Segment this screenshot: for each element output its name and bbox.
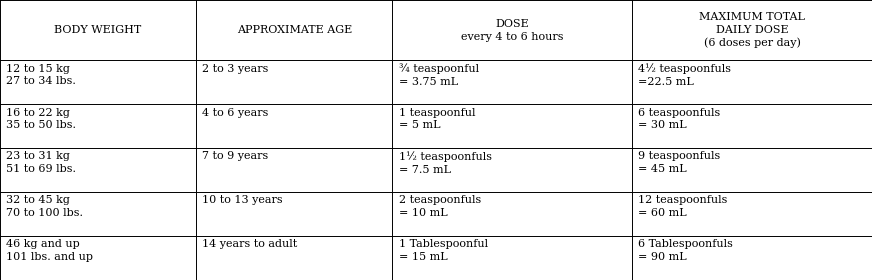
Text: 4 to 6 years: 4 to 6 years bbox=[202, 108, 269, 118]
Text: 6 teaspoonfuls
= 30 mL: 6 teaspoonfuls = 30 mL bbox=[638, 108, 720, 130]
Text: 7 to 9 years: 7 to 9 years bbox=[202, 151, 269, 162]
Text: APPROXIMATE AGE: APPROXIMATE AGE bbox=[236, 25, 352, 35]
Text: 10 to 13 years: 10 to 13 years bbox=[202, 195, 283, 206]
Text: 46 kg and up
101 lbs. and up: 46 kg and up 101 lbs. and up bbox=[6, 239, 93, 262]
Text: ¾ teaspoonful
= 3.75 mL: ¾ teaspoonful = 3.75 mL bbox=[399, 64, 479, 87]
Text: 1 teaspoonful
= 5 mL: 1 teaspoonful = 5 mL bbox=[399, 108, 475, 130]
Text: 9 teaspoonfuls
= 45 mL: 9 teaspoonfuls = 45 mL bbox=[638, 151, 720, 174]
Text: BODY WEIGHT: BODY WEIGHT bbox=[54, 25, 142, 35]
Text: 6 Tablespoonfuls
= 90 mL: 6 Tablespoonfuls = 90 mL bbox=[638, 239, 733, 262]
Text: 16 to 22 kg
35 to 50 lbs.: 16 to 22 kg 35 to 50 lbs. bbox=[6, 108, 76, 130]
Text: 12 teaspoonfuls
= 60 mL: 12 teaspoonfuls = 60 mL bbox=[638, 195, 727, 218]
Text: 32 to 45 kg
70 to 100 lbs.: 32 to 45 kg 70 to 100 lbs. bbox=[6, 195, 83, 218]
Text: DOSE
every 4 to 6 hours: DOSE every 4 to 6 hours bbox=[461, 19, 563, 41]
Text: 4½ teaspoonfuls
=22.5 mL: 4½ teaspoonfuls =22.5 mL bbox=[638, 64, 732, 87]
Text: 1 Tablespoonful
= 15 mL: 1 Tablespoonful = 15 mL bbox=[399, 239, 487, 262]
Text: 1½ teaspoonfuls
= 7.5 mL: 1½ teaspoonfuls = 7.5 mL bbox=[399, 151, 492, 175]
Text: 12 to 15 kg
27 to 34 lbs.: 12 to 15 kg 27 to 34 lbs. bbox=[6, 64, 76, 86]
Text: 14 years to adult: 14 years to adult bbox=[202, 239, 297, 249]
Text: MAXIMUM TOTAL
DAILY DOSE
(6 doses per day): MAXIMUM TOTAL DAILY DOSE (6 doses per da… bbox=[699, 12, 805, 48]
Text: 23 to 31 kg
51 to 69 lbs.: 23 to 31 kg 51 to 69 lbs. bbox=[6, 151, 76, 174]
Text: 2 teaspoonfuls
= 10 mL: 2 teaspoonfuls = 10 mL bbox=[399, 195, 480, 218]
Text: 2 to 3 years: 2 to 3 years bbox=[202, 64, 269, 74]
